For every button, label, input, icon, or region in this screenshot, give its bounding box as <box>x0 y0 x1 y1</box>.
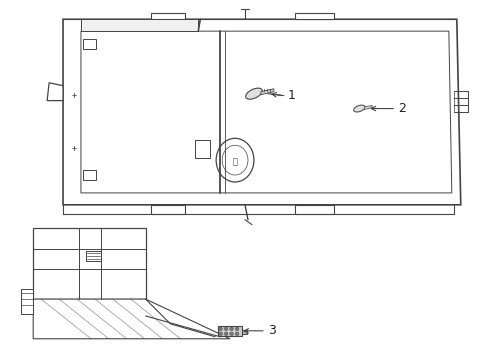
Polygon shape <box>218 326 242 336</box>
Polygon shape <box>47 83 63 100</box>
Polygon shape <box>261 89 274 95</box>
Polygon shape <box>150 205 185 214</box>
Polygon shape <box>81 19 198 31</box>
Text: +: + <box>72 91 76 100</box>
Ellipse shape <box>245 88 262 99</box>
Text: +: + <box>72 144 76 153</box>
Circle shape <box>230 327 233 330</box>
Polygon shape <box>33 299 230 339</box>
Polygon shape <box>242 330 247 334</box>
Polygon shape <box>63 19 461 205</box>
Text: 2: 2 <box>398 102 406 115</box>
Polygon shape <box>83 170 96 180</box>
Circle shape <box>235 332 239 336</box>
Polygon shape <box>294 205 335 214</box>
Circle shape <box>224 327 228 330</box>
Polygon shape <box>21 289 33 314</box>
Polygon shape <box>150 13 185 19</box>
Polygon shape <box>365 105 372 109</box>
Ellipse shape <box>354 105 365 112</box>
Polygon shape <box>196 140 210 158</box>
Circle shape <box>230 332 233 336</box>
Polygon shape <box>294 13 335 19</box>
Polygon shape <box>86 251 101 261</box>
Text: ⦿: ⦿ <box>233 158 238 167</box>
Circle shape <box>219 332 222 336</box>
Circle shape <box>219 327 222 330</box>
Polygon shape <box>81 31 452 193</box>
Polygon shape <box>83 39 96 49</box>
Polygon shape <box>33 228 146 299</box>
Circle shape <box>235 327 239 330</box>
Text: 3: 3 <box>268 324 276 337</box>
Circle shape <box>224 332 228 336</box>
Text: 1: 1 <box>288 89 295 102</box>
